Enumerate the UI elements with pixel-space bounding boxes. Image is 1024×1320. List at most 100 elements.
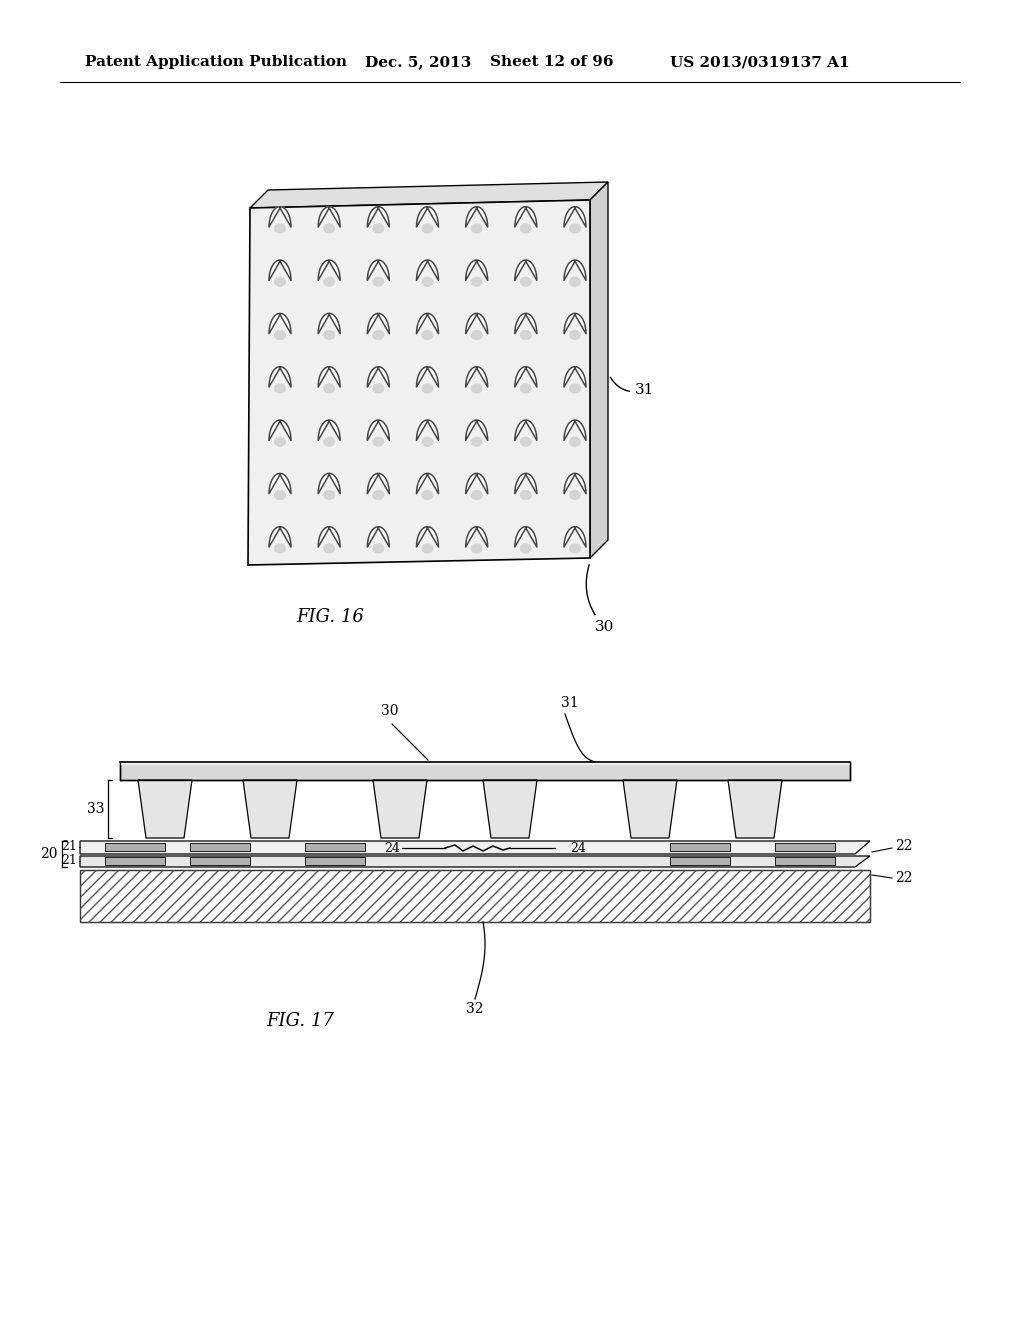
Polygon shape	[269, 260, 291, 280]
Polygon shape	[417, 420, 438, 441]
Text: 21: 21	[61, 854, 77, 867]
Polygon shape	[80, 841, 870, 854]
Ellipse shape	[569, 277, 581, 286]
Polygon shape	[318, 313, 340, 334]
Polygon shape	[564, 313, 586, 334]
Polygon shape	[515, 367, 537, 387]
Ellipse shape	[471, 490, 482, 500]
Polygon shape	[417, 474, 438, 494]
Text: 21: 21	[61, 841, 77, 854]
Polygon shape	[368, 527, 389, 546]
Polygon shape	[368, 260, 389, 280]
Ellipse shape	[274, 277, 286, 286]
Ellipse shape	[520, 490, 531, 500]
Ellipse shape	[471, 277, 482, 286]
Bar	[190, 857, 250, 865]
Bar	[105, 843, 165, 851]
Ellipse shape	[373, 383, 384, 393]
Polygon shape	[564, 474, 586, 494]
Ellipse shape	[520, 437, 531, 447]
Text: Dec. 5, 2013: Dec. 5, 2013	[365, 55, 471, 69]
Polygon shape	[564, 367, 586, 387]
Bar	[305, 843, 365, 851]
Polygon shape	[269, 420, 291, 441]
Polygon shape	[483, 780, 537, 838]
Ellipse shape	[520, 544, 531, 553]
Ellipse shape	[422, 437, 433, 447]
Polygon shape	[269, 474, 291, 494]
Ellipse shape	[324, 544, 335, 553]
Text: 24: 24	[570, 842, 586, 854]
Ellipse shape	[471, 437, 482, 447]
Ellipse shape	[324, 330, 335, 341]
Polygon shape	[368, 474, 389, 494]
Polygon shape	[318, 474, 340, 494]
Polygon shape	[623, 780, 677, 838]
Polygon shape	[138, 780, 193, 838]
Text: FIG. 16: FIG. 16	[296, 609, 364, 626]
Polygon shape	[417, 367, 438, 387]
Polygon shape	[515, 207, 537, 227]
Bar	[775, 843, 835, 851]
Polygon shape	[269, 207, 291, 227]
Polygon shape	[318, 367, 340, 387]
Text: Sheet 12 of 96: Sheet 12 of 96	[490, 55, 613, 69]
Polygon shape	[243, 780, 297, 838]
Bar	[775, 857, 835, 865]
Ellipse shape	[422, 277, 433, 286]
Ellipse shape	[569, 223, 581, 234]
Ellipse shape	[274, 490, 286, 500]
Polygon shape	[318, 260, 340, 280]
Ellipse shape	[520, 277, 531, 286]
Ellipse shape	[373, 223, 384, 234]
Text: US 2013/0319137 A1: US 2013/0319137 A1	[670, 55, 850, 69]
Polygon shape	[417, 527, 438, 546]
Polygon shape	[368, 367, 389, 387]
Polygon shape	[515, 527, 537, 546]
Polygon shape	[515, 420, 537, 441]
Ellipse shape	[422, 544, 433, 553]
Polygon shape	[590, 182, 608, 558]
Ellipse shape	[373, 277, 384, 286]
Bar	[305, 857, 365, 865]
Polygon shape	[368, 207, 389, 227]
Polygon shape	[466, 207, 487, 227]
Text: 24: 24	[384, 842, 400, 854]
Ellipse shape	[373, 437, 384, 447]
Text: 22: 22	[895, 871, 912, 884]
Bar	[80, 870, 870, 921]
Ellipse shape	[471, 544, 482, 553]
Ellipse shape	[274, 223, 286, 234]
Polygon shape	[564, 420, 586, 441]
Ellipse shape	[373, 490, 384, 500]
Polygon shape	[373, 780, 427, 838]
Polygon shape	[728, 780, 782, 838]
Polygon shape	[417, 207, 438, 227]
Polygon shape	[466, 474, 487, 494]
Bar	[670, 843, 730, 851]
Polygon shape	[318, 207, 340, 227]
Bar	[80, 870, 870, 921]
Text: Patent Application Publication: Patent Application Publication	[85, 55, 347, 69]
Polygon shape	[417, 260, 438, 280]
Ellipse shape	[373, 544, 384, 553]
Polygon shape	[466, 527, 487, 546]
Polygon shape	[466, 313, 487, 334]
Ellipse shape	[569, 383, 581, 393]
Text: 31: 31	[610, 378, 654, 397]
Text: 33: 33	[87, 803, 105, 816]
Polygon shape	[466, 420, 487, 441]
Bar	[190, 843, 250, 851]
Polygon shape	[417, 313, 438, 334]
Polygon shape	[120, 762, 850, 780]
Ellipse shape	[471, 383, 482, 393]
Ellipse shape	[471, 330, 482, 341]
Polygon shape	[368, 420, 389, 441]
Polygon shape	[318, 420, 340, 441]
Polygon shape	[368, 313, 389, 334]
Ellipse shape	[569, 490, 581, 500]
Polygon shape	[466, 260, 487, 280]
Polygon shape	[80, 855, 870, 867]
Ellipse shape	[373, 330, 384, 341]
Polygon shape	[515, 260, 537, 280]
